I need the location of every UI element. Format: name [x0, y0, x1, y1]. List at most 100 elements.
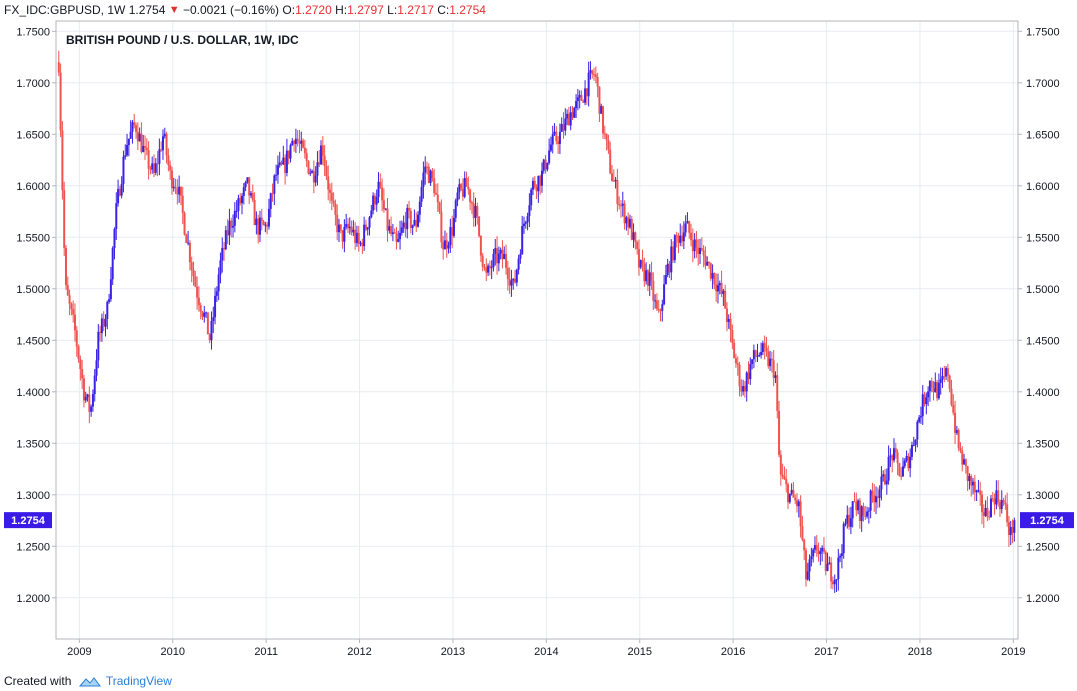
candle-body [910, 445, 913, 457]
candle-body [316, 162, 319, 176]
candle-body [858, 500, 861, 521]
candle-body [431, 170, 434, 179]
candle-body [866, 511, 869, 517]
candle-body [203, 312, 206, 317]
candle-body [302, 140, 305, 148]
candle-body [596, 77, 599, 87]
candles [57, 50, 1016, 593]
candle-body [135, 125, 138, 132]
candle-body [275, 174, 278, 176]
candle-body [564, 118, 567, 131]
candle-body [813, 545, 816, 550]
candle-body [239, 198, 242, 204]
tradingview-brand[interactable]: TradingView [105, 674, 172, 688]
candle-body [986, 507, 989, 517]
candle-body [485, 267, 488, 273]
candle-body [934, 382, 937, 393]
candle-body [943, 376, 946, 378]
candle-body [337, 224, 340, 233]
candle-body [327, 176, 330, 190]
candle-body [788, 493, 791, 503]
candle-body [179, 186, 182, 196]
candle-body [84, 397, 87, 401]
chart-title: BRITISH POUND / U.S. DOLLAR, 1W, IDC [66, 33, 299, 47]
candle-body [580, 95, 583, 101]
candle-body [174, 186, 177, 189]
candle-body [1011, 527, 1014, 533]
candle-body [815, 545, 818, 551]
candle-body [855, 501, 858, 511]
candle-body [603, 133, 606, 135]
last-price-labels: 1.2754 1.2754 [4, 512, 1074, 529]
candle-body [927, 391, 930, 398]
candle-body [494, 248, 497, 254]
candle-body [573, 108, 576, 118]
candle-body [241, 196, 244, 204]
candle-body [878, 489, 881, 498]
candle-body [232, 225, 235, 228]
y-tick-label: 1.2500 [1026, 541, 1060, 553]
candle-body [972, 481, 975, 486]
candle-body [330, 192, 333, 201]
plot-frame [55, 20, 1019, 640]
candle-body [156, 163, 159, 165]
x-tick-label: 2012 [347, 646, 371, 658]
candle-body [413, 219, 416, 226]
candle-body [161, 136, 164, 151]
candle-body [648, 272, 651, 286]
candle-body [772, 360, 775, 378]
y-tick-label: 1.4000 [16, 387, 50, 399]
y-axis-right[interactable]: 1.2000 1.2500 1.3000 1.3500 1.4000 1.4500 1.50… [1018, 26, 1060, 605]
candle-body [952, 404, 955, 413]
candle-body [522, 223, 525, 227]
candle-body [740, 386, 743, 392]
candle-body [266, 224, 269, 227]
candle-body [415, 219, 418, 227]
candle-body [945, 368, 948, 377]
candle-body [862, 506, 865, 516]
candle-body [682, 232, 685, 242]
candle-body [303, 147, 306, 154]
y-tick-label: 1.5000 [16, 284, 50, 296]
candle-body [406, 207, 409, 230]
candle-body [282, 157, 285, 165]
candle-body [587, 72, 590, 97]
candle-body [251, 193, 254, 201]
candle-body [63, 190, 66, 249]
candle-body [237, 198, 240, 211]
candle-body [950, 388, 953, 405]
candle-body [720, 282, 723, 294]
candle-body [379, 181, 382, 188]
candle-body [363, 224, 366, 247]
candle-body [221, 247, 224, 261]
candle-body [224, 230, 227, 250]
y-axis-left[interactable]: 1.2000 1.2500 1.3000 1.3500 1.4000 1.4500 1.50… [16, 26, 56, 605]
candle-body [267, 208, 270, 227]
candle-body [763, 343, 766, 348]
price-chart[interactable]: BRITISH POUND / U.S. DOLLAR, 1W, IDC 1.2… [0, 18, 1077, 660]
candle-body [756, 355, 759, 357]
candle-body [779, 454, 782, 475]
candle-body [936, 382, 939, 399]
candle-body [842, 523, 845, 554]
candle-body [142, 146, 145, 152]
candle-body [144, 146, 147, 148]
candle-body [127, 138, 130, 145]
symbol-label[interactable]: FX_IDC:GBPUSD, 1W [4, 2, 126, 17]
candle-body [215, 291, 218, 296]
candle-body [70, 303, 73, 310]
candle-body [770, 358, 773, 361]
candle-body [582, 100, 585, 103]
x-axis[interactable]: 2009 2010 2011 2012 2013 2014 2015 2016 2017 2018… [67, 639, 1026, 658]
candle-body [167, 155, 170, 166]
candle-body [178, 186, 181, 195]
candle-body [206, 312, 209, 335]
tradingview-logo-icon [78, 677, 101, 687]
candle-body [93, 375, 96, 394]
candle-body [699, 248, 702, 254]
candle-body [625, 217, 628, 224]
candle-body [420, 186, 423, 202]
candle-body [325, 165, 328, 177]
candle-body [422, 172, 425, 187]
candle-body [149, 168, 152, 170]
